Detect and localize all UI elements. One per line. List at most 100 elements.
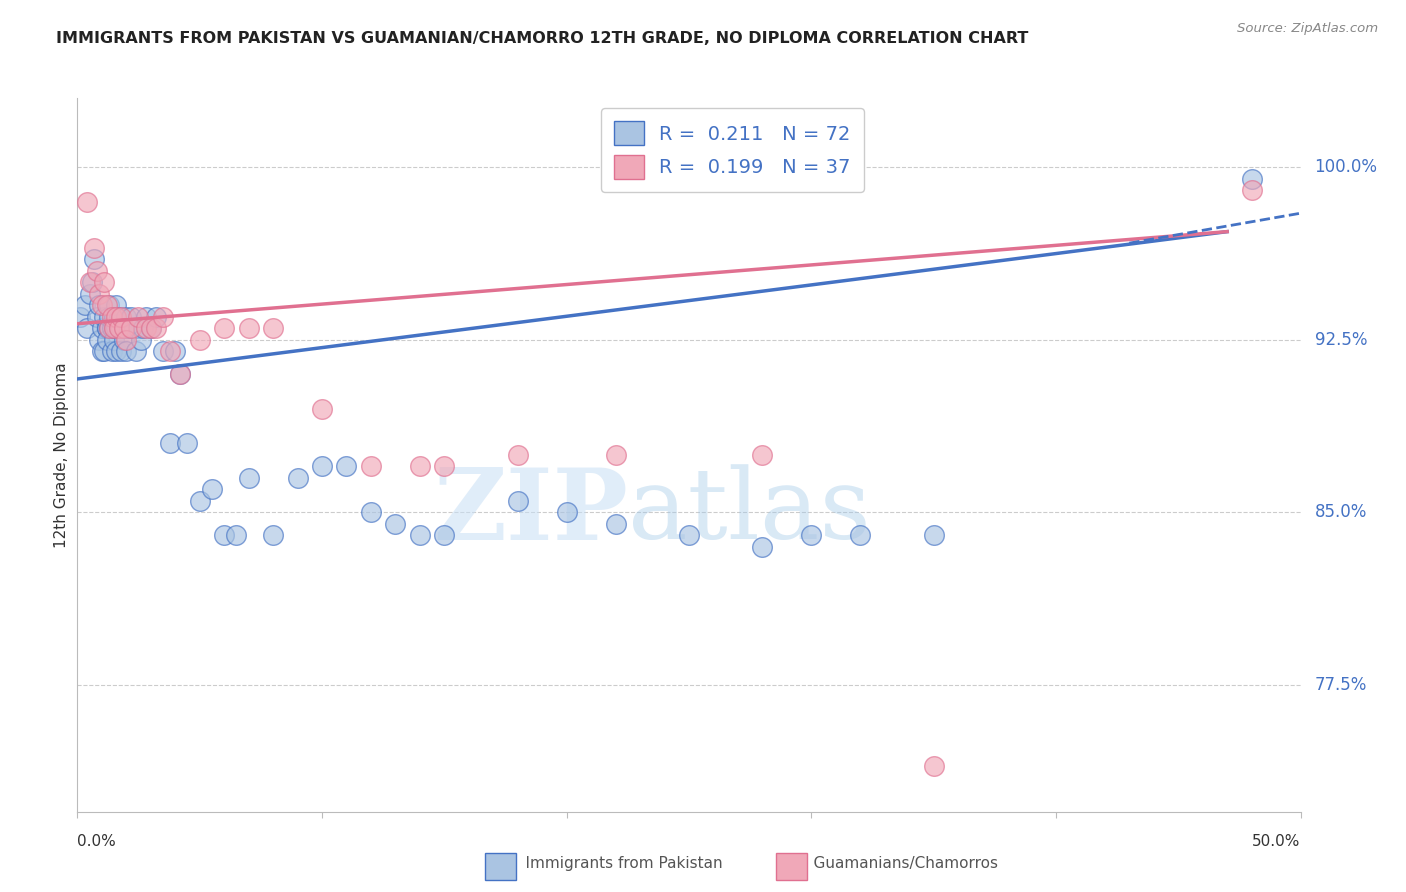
Point	[112, 333, 135, 347]
Point	[96, 298, 118, 312]
Point	[139, 321, 162, 335]
Point	[98, 298, 121, 312]
Point	[409, 459, 432, 474]
Point	[76, 321, 98, 335]
Point	[83, 241, 105, 255]
Point	[262, 321, 284, 335]
Point	[98, 310, 121, 324]
Point	[93, 310, 115, 324]
Point	[115, 310, 138, 324]
Text: atlas: atlas	[628, 464, 870, 560]
Point	[86, 310, 108, 324]
Text: IMMIGRANTS FROM PAKISTAN VS GUAMANIAN/CHAMORRO 12TH GRADE, NO DIPLOMA CORRELATIO: IMMIGRANTS FROM PAKISTAN VS GUAMANIAN/CH…	[56, 31, 1029, 46]
Point	[135, 321, 157, 335]
Point	[105, 344, 128, 359]
Point	[90, 344, 112, 359]
Point	[103, 321, 125, 335]
Point	[433, 459, 456, 474]
Text: 77.5%: 77.5%	[1315, 676, 1367, 694]
Point	[135, 310, 157, 324]
Text: 0.0%: 0.0%	[77, 834, 117, 849]
Point	[100, 310, 122, 324]
Point	[159, 344, 181, 359]
Point	[212, 321, 235, 335]
Point	[238, 471, 260, 485]
Point	[262, 528, 284, 542]
Point	[922, 758, 945, 772]
Point	[129, 333, 152, 347]
Point	[800, 528, 823, 542]
Point	[115, 344, 138, 359]
Point	[93, 344, 115, 359]
Point	[506, 494, 529, 508]
Point	[79, 286, 101, 301]
Point	[132, 321, 155, 335]
Point	[360, 459, 382, 474]
Point	[108, 310, 131, 324]
Point	[98, 321, 121, 335]
Point	[139, 321, 162, 335]
Text: 92.5%: 92.5%	[1315, 331, 1367, 349]
Point	[103, 333, 125, 347]
Point	[98, 321, 121, 335]
Point	[110, 344, 132, 359]
Point	[751, 448, 773, 462]
Point	[115, 333, 138, 347]
Point	[89, 333, 111, 347]
Point	[165, 344, 187, 359]
Point	[506, 448, 529, 462]
Point	[360, 506, 382, 520]
Point	[125, 344, 148, 359]
Point	[90, 298, 112, 312]
Point	[108, 321, 131, 335]
Point	[103, 310, 125, 324]
Point	[1240, 183, 1263, 197]
Point	[287, 471, 309, 485]
Text: 50.0%: 50.0%	[1253, 834, 1301, 849]
Point	[188, 494, 211, 508]
Point	[555, 506, 578, 520]
Point	[145, 310, 167, 324]
Point	[105, 310, 128, 324]
Point	[409, 528, 432, 542]
Point	[105, 298, 128, 312]
Point	[112, 321, 135, 335]
Point	[188, 333, 211, 347]
Point	[678, 528, 700, 542]
Point	[73, 298, 96, 312]
Point	[120, 310, 142, 324]
Point	[108, 321, 131, 335]
Point	[152, 310, 174, 324]
Point	[751, 540, 773, 554]
Point	[96, 321, 118, 335]
Text: Source: ZipAtlas.com: Source: ZipAtlas.com	[1237, 22, 1378, 36]
Text: 100.0%: 100.0%	[1315, 158, 1378, 177]
Text: Immigrants from Pakistan: Immigrants from Pakistan	[506, 856, 723, 871]
Point	[79, 275, 101, 289]
Point	[103, 321, 125, 335]
Point	[311, 459, 333, 474]
Point	[90, 321, 112, 335]
Point	[201, 483, 224, 497]
Point	[76, 194, 98, 209]
Point	[212, 528, 235, 542]
Point	[433, 528, 456, 542]
Point	[922, 528, 945, 542]
Point	[118, 321, 141, 335]
Point	[384, 516, 406, 531]
Point	[83, 252, 105, 267]
Point	[145, 321, 167, 335]
Legend: R =  0.211   N = 72, R =  0.199   N = 37: R = 0.211 N = 72, R = 0.199 N = 37	[600, 108, 865, 193]
Point	[100, 344, 122, 359]
Point	[96, 321, 118, 335]
Point	[159, 436, 181, 450]
Point	[1240, 171, 1263, 186]
Point	[112, 321, 135, 335]
Point	[80, 275, 103, 289]
Point	[849, 528, 872, 542]
Text: 85.0%: 85.0%	[1315, 503, 1367, 522]
Text: Guamanians/Chamorros: Guamanians/Chamorros	[794, 856, 998, 871]
Point	[238, 321, 260, 335]
Point	[311, 401, 333, 416]
Point	[89, 298, 111, 312]
